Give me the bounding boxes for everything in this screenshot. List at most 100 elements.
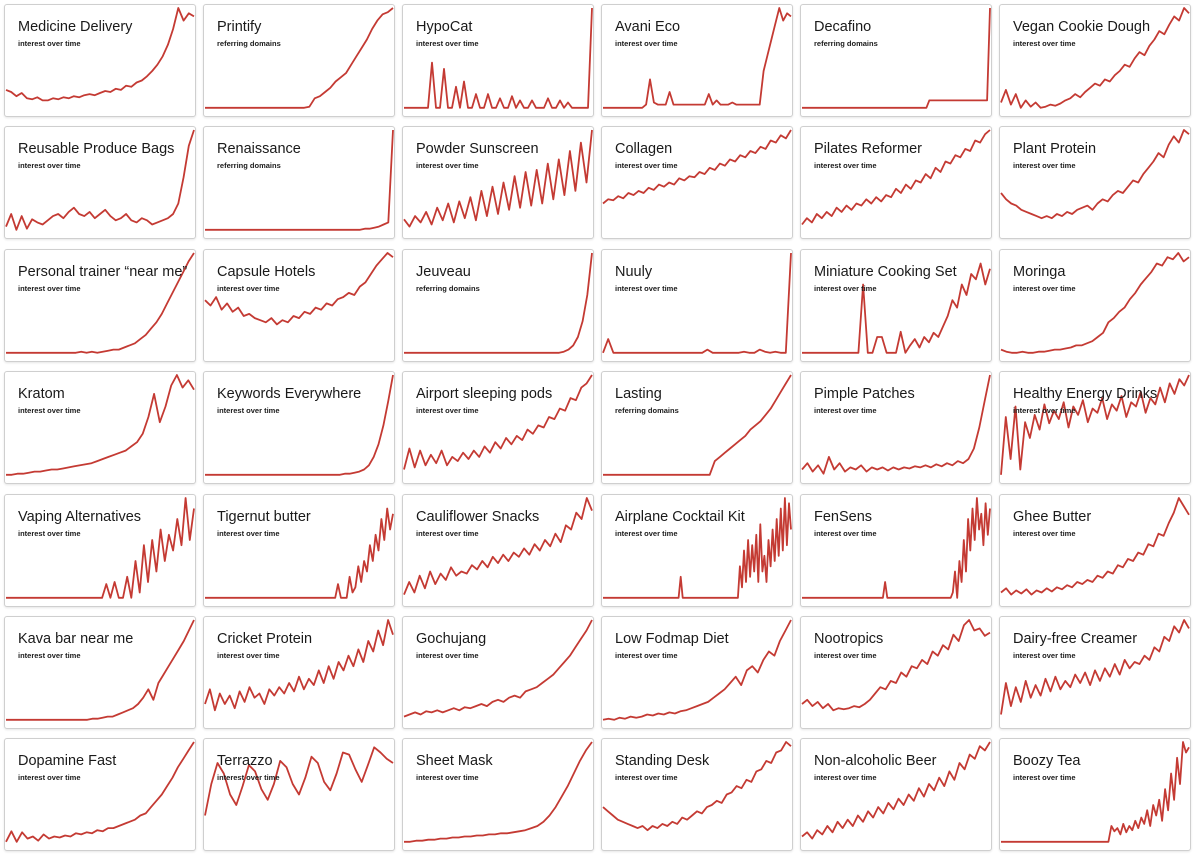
trend-line (1000, 496, 1190, 596)
trend-card[interactable]: Decafino referring domains (800, 4, 992, 117)
trend-card[interactable]: Tigernut butter interest over time (203, 493, 395, 607)
trend-subtitle: interest over time (615, 283, 678, 293)
trend-card[interactable]: Boozy Tea interest over time (999, 738, 1191, 852)
trend-card[interactable]: Sheet Mask interest over time (402, 738, 594, 852)
trend-line (602, 252, 792, 354)
trend-card[interactable]: Dairy-free Creamer interest over time (999, 616, 1191, 729)
trend-subtitle: interest over time (615, 528, 678, 538)
trend-subtitle: interest over time (615, 161, 678, 171)
trend-line (5, 7, 195, 102)
trend-subtitle: interest over time (18, 39, 81, 48)
trend-card[interactable]: Miniature Cooking Set interest over time (800, 248, 992, 362)
trend-card[interactable]: Airport sleeping pods interest over time (402, 371, 594, 485)
trend-chart (602, 252, 792, 354)
trend-subtitle: interest over time (814, 528, 877, 538)
trend-chart (6, 374, 195, 476)
trend-chart (1000, 129, 1190, 220)
trend-line (205, 507, 394, 599)
trend-chart (403, 619, 593, 718)
trend-title: Medicine Delivery (18, 19, 133, 35)
trend-card[interactable]: Personal trainer “near me” interest over … (4, 248, 196, 362)
trend-line (602, 741, 792, 832)
trend-card[interactable]: Powder Sunscreen interest over time (402, 126, 594, 240)
trend-card[interactable]: Lasting referring domains (601, 371, 793, 485)
trend-line (204, 619, 394, 712)
trend-card[interactable]: Terrazzo interest over time (203, 738, 395, 852)
trend-title: Miniature Cooking Set (814, 263, 957, 280)
trend-line (1000, 129, 1190, 220)
trend-subtitle: interest over time (416, 406, 479, 416)
trend-card[interactable]: Low Fodmap Diet interest over time (601, 616, 793, 729)
trend-card[interactable]: Non-alcoholic Beer interest over time (800, 738, 992, 852)
trend-subtitle: interest over time (1013, 651, 1076, 660)
trend-card[interactable]: Dopamine Fast interest over time (4, 738, 196, 852)
trend-title: Cauliflower Snacks (416, 508, 540, 525)
trend-card[interactable]: Moringa interest over time (999, 248, 1191, 362)
trend-line (403, 130, 593, 228)
trend-chart (5, 741, 195, 844)
trend-card[interactable]: Cauliflower Snacks interest over time (402, 493, 594, 607)
trend-subtitle: interest over time (416, 161, 479, 171)
trend-title: Powder Sunscreen (416, 141, 539, 158)
trend-card[interactable]: Printify referring domains (203, 4, 395, 117)
trend-chart (1000, 251, 1190, 354)
trend-title: Collagen (615, 141, 673, 158)
trend-card[interactable]: Healthy Energy Drinks interest over time (999, 371, 1191, 485)
trend-card[interactable]: Renaissance referring domains (203, 126, 395, 240)
trend-chart (802, 262, 991, 354)
trend-card[interactable]: Cricket Protein interest over time (203, 616, 395, 729)
trend-card[interactable]: Keywords Everywhere interest over time (203, 371, 395, 485)
trend-title: Pimple Patches (814, 386, 915, 403)
trend-title: Standing Desk (615, 753, 710, 770)
trend-card[interactable]: Pilates Reformer interest over time (800, 126, 992, 240)
trend-line (1000, 619, 1190, 715)
trend-card[interactable]: Airplane Cocktail Kit interest over time (601, 493, 793, 607)
trend-subtitle: interest over time (1013, 39, 1076, 48)
trend-title: Vegan Cookie Dough (1013, 19, 1151, 35)
trend-chart (205, 130, 394, 232)
trend-card[interactable]: Medicine Delivery interest over time (4, 4, 196, 117)
trend-subtitle: interest over time (615, 39, 678, 48)
trend-chart (1000, 619, 1190, 715)
trend-card[interactable]: Nootropics interest over time (800, 616, 992, 729)
trend-subtitle: interest over time (1013, 773, 1076, 783)
trend-card[interactable]: Nuuly interest over time (601, 248, 793, 362)
trend-card[interactable]: Standing Desk interest over time (601, 738, 793, 852)
trend-card[interactable]: FenSens interest over time (800, 493, 992, 607)
trend-title: Terrazzo (217, 753, 273, 770)
trend-line (204, 251, 394, 326)
trend-title: Printify (217, 19, 262, 35)
trend-card[interactable]: Kava bar near me interest over time (4, 616, 196, 729)
trend-card[interactable]: Pimple Patches interest over time (800, 371, 992, 485)
trend-card[interactable]: Reusable Produce Bags interest over time (4, 126, 196, 240)
trend-subtitle: referring domains (615, 406, 679, 416)
trend-title: Nootropics (814, 631, 884, 647)
trend-card[interactable]: Vaping Alternatives interest over time (4, 493, 196, 607)
trend-subtitle: interest over time (615, 773, 678, 783)
trend-card[interactable]: HypoCat interest over time (402, 4, 594, 117)
trend-title: Airplane Cocktail Kit (615, 508, 745, 525)
trend-subtitle: interest over time (18, 651, 81, 660)
trend-line (6, 496, 195, 599)
trend-card[interactable]: Gochujang interest over time (402, 616, 594, 729)
trend-card[interactable]: Collagen interest over time (601, 126, 793, 240)
trend-card[interactable]: Ghee Butter interest over time (999, 493, 1191, 607)
trend-chart (1000, 496, 1190, 596)
trend-card[interactable]: Capsule Hotels interest over time (203, 248, 395, 362)
trend-subtitle: interest over time (416, 773, 479, 783)
trend-chart (5, 7, 195, 102)
trend-card[interactable]: Avani Eco interest over time (601, 4, 793, 117)
trend-title: Avani Eco (615, 19, 681, 35)
trend-card[interactable]: Vegan Cookie Dough interest over time (999, 4, 1191, 117)
trend-title: Low Fodmap Diet (615, 631, 729, 647)
trend-title: Decafino (814, 19, 872, 35)
trend-subtitle: interest over time (814, 773, 877, 783)
trend-title: Ghee Butter (1013, 508, 1092, 525)
trend-title: Renaissance (217, 141, 301, 158)
trend-line (801, 129, 991, 226)
trend-subtitle: referring domains (217, 161, 281, 171)
trend-card[interactable]: Jeuveau referring domains (402, 248, 594, 362)
trend-card[interactable]: Plant Protein interest over time (999, 126, 1191, 240)
trend-title: Plant Protein (1013, 141, 1097, 158)
trend-card[interactable]: Kratom interest over time (4, 371, 196, 485)
